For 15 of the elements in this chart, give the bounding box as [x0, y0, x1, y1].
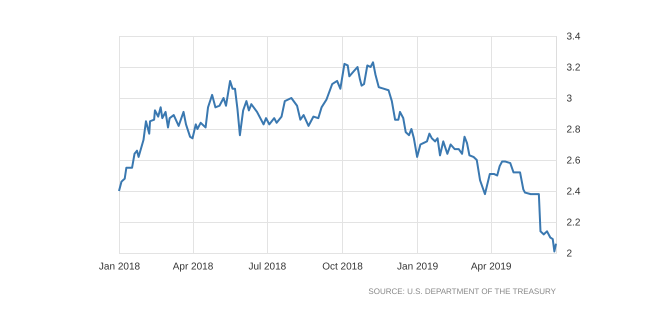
y-tick-label: 3.4: [566, 32, 581, 42]
x-tick-label: Jan 2018: [98, 262, 141, 272]
x-tick-label: Jul 2018: [248, 262, 287, 272]
x-tick-label: Apr 2019: [470, 262, 512, 272]
y-tick-label: 3.2: [566, 62, 581, 74]
y-tick-label: 2.4: [566, 186, 581, 198]
x-tick-label: Oct 2018: [322, 262, 364, 272]
x-tick-label: Apr 2018: [172, 262, 214, 272]
source-note: SOURCE: U.S. DEPARTMENT OF THE TREASURY: [368, 287, 557, 296]
y-tick-label: 2: [566, 248, 572, 260]
y-tick-label: 2.2: [566, 218, 581, 228]
x-tick-label: Jan 2019: [397, 262, 439, 272]
y-tick-label: 2.8: [566, 124, 581, 136]
y-tick-label: 3: [566, 94, 572, 104]
y-tick-label: 2.6: [566, 156, 581, 166]
